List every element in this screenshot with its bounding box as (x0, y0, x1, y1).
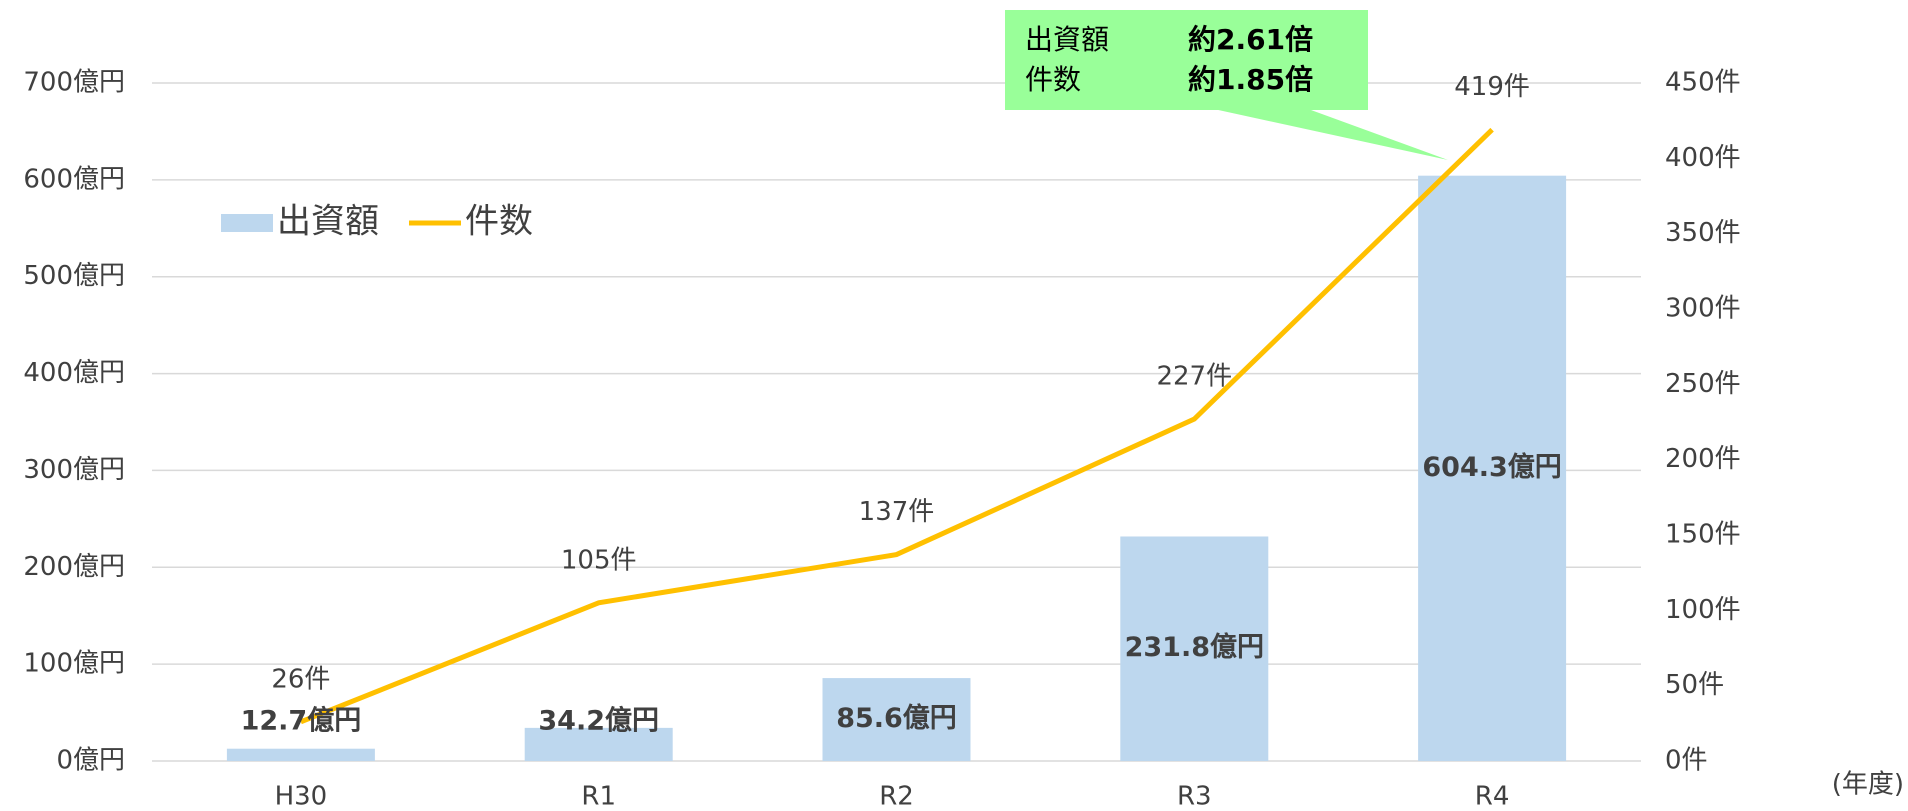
y2-tick-label: 250件 (1665, 369, 1741, 399)
callout-pointer (1200, 106, 1448, 160)
callout-label: 出資額 (1025, 23, 1109, 56)
legend-label: 件数 (465, 202, 533, 242)
y-tick-label: 200億円 (23, 552, 125, 582)
line (299, 127, 1494, 725)
bar (1418, 175, 1567, 762)
bar (226, 748, 375, 761)
callout-label: 件数 (1025, 63, 1081, 96)
y2-tick-label: 450件 (1665, 68, 1741, 98)
bar-value-label: 34.2億円 (538, 706, 659, 737)
bar (1120, 536, 1269, 761)
line-value-label: 419件 (1454, 72, 1530, 102)
x-tick-label: R3 (1177, 782, 1212, 811)
y2-tick-label: 400件 (1665, 143, 1741, 173)
legend-swatch (221, 214, 273, 232)
bar-value-label: 604.3億円 (1422, 452, 1561, 483)
y2-tick-label: 0件 (1665, 746, 1708, 776)
line-value-label: 26件 (271, 664, 330, 694)
line-value-label: 137件 (859, 497, 935, 527)
x-tick-label: H30 (275, 782, 328, 811)
bar-value-label: 85.6億円 (836, 703, 957, 734)
y-tick-label: 300億円 (23, 455, 125, 485)
bar-value-label: 231.8億円 (1125, 632, 1264, 663)
callout-value: 約1.85倍 (1188, 63, 1313, 96)
y-tick-label: 700億円 (23, 68, 125, 98)
callout-box (1005, 10, 1368, 110)
x-tick-label: R4 (1475, 782, 1510, 811)
bar-value-label: 12.7億円 (241, 706, 362, 737)
bar (822, 678, 971, 761)
y2-tick-label: 350件 (1665, 218, 1741, 248)
y-tick-label: 500億円 (23, 261, 125, 291)
x-tick-label: R2 (879, 782, 914, 811)
legend-label: 出資額 (277, 202, 379, 242)
y2-tick-label: 100件 (1665, 595, 1741, 625)
line-value-label: 227件 (1156, 361, 1232, 391)
x-unit: (年度) (1832, 770, 1904, 800)
y-tick-label: 400億円 (23, 358, 125, 388)
y-tick-label: 600億円 (23, 164, 125, 194)
y-tick-label: 0億円 (56, 746, 125, 776)
y2-tick-label: 50件 (1665, 670, 1724, 700)
line-value-label: 105件 (561, 545, 637, 575)
callout-value: 約2.61倍 (1188, 23, 1313, 56)
y2-tick-label: 150件 (1665, 520, 1741, 550)
y-tick-label: 100億円 (23, 649, 125, 679)
y2-tick-label: 300件 (1665, 294, 1741, 324)
x-tick-label: R1 (581, 782, 616, 811)
bar (524, 727, 673, 761)
y2-tick-label: 200件 (1665, 444, 1741, 474)
